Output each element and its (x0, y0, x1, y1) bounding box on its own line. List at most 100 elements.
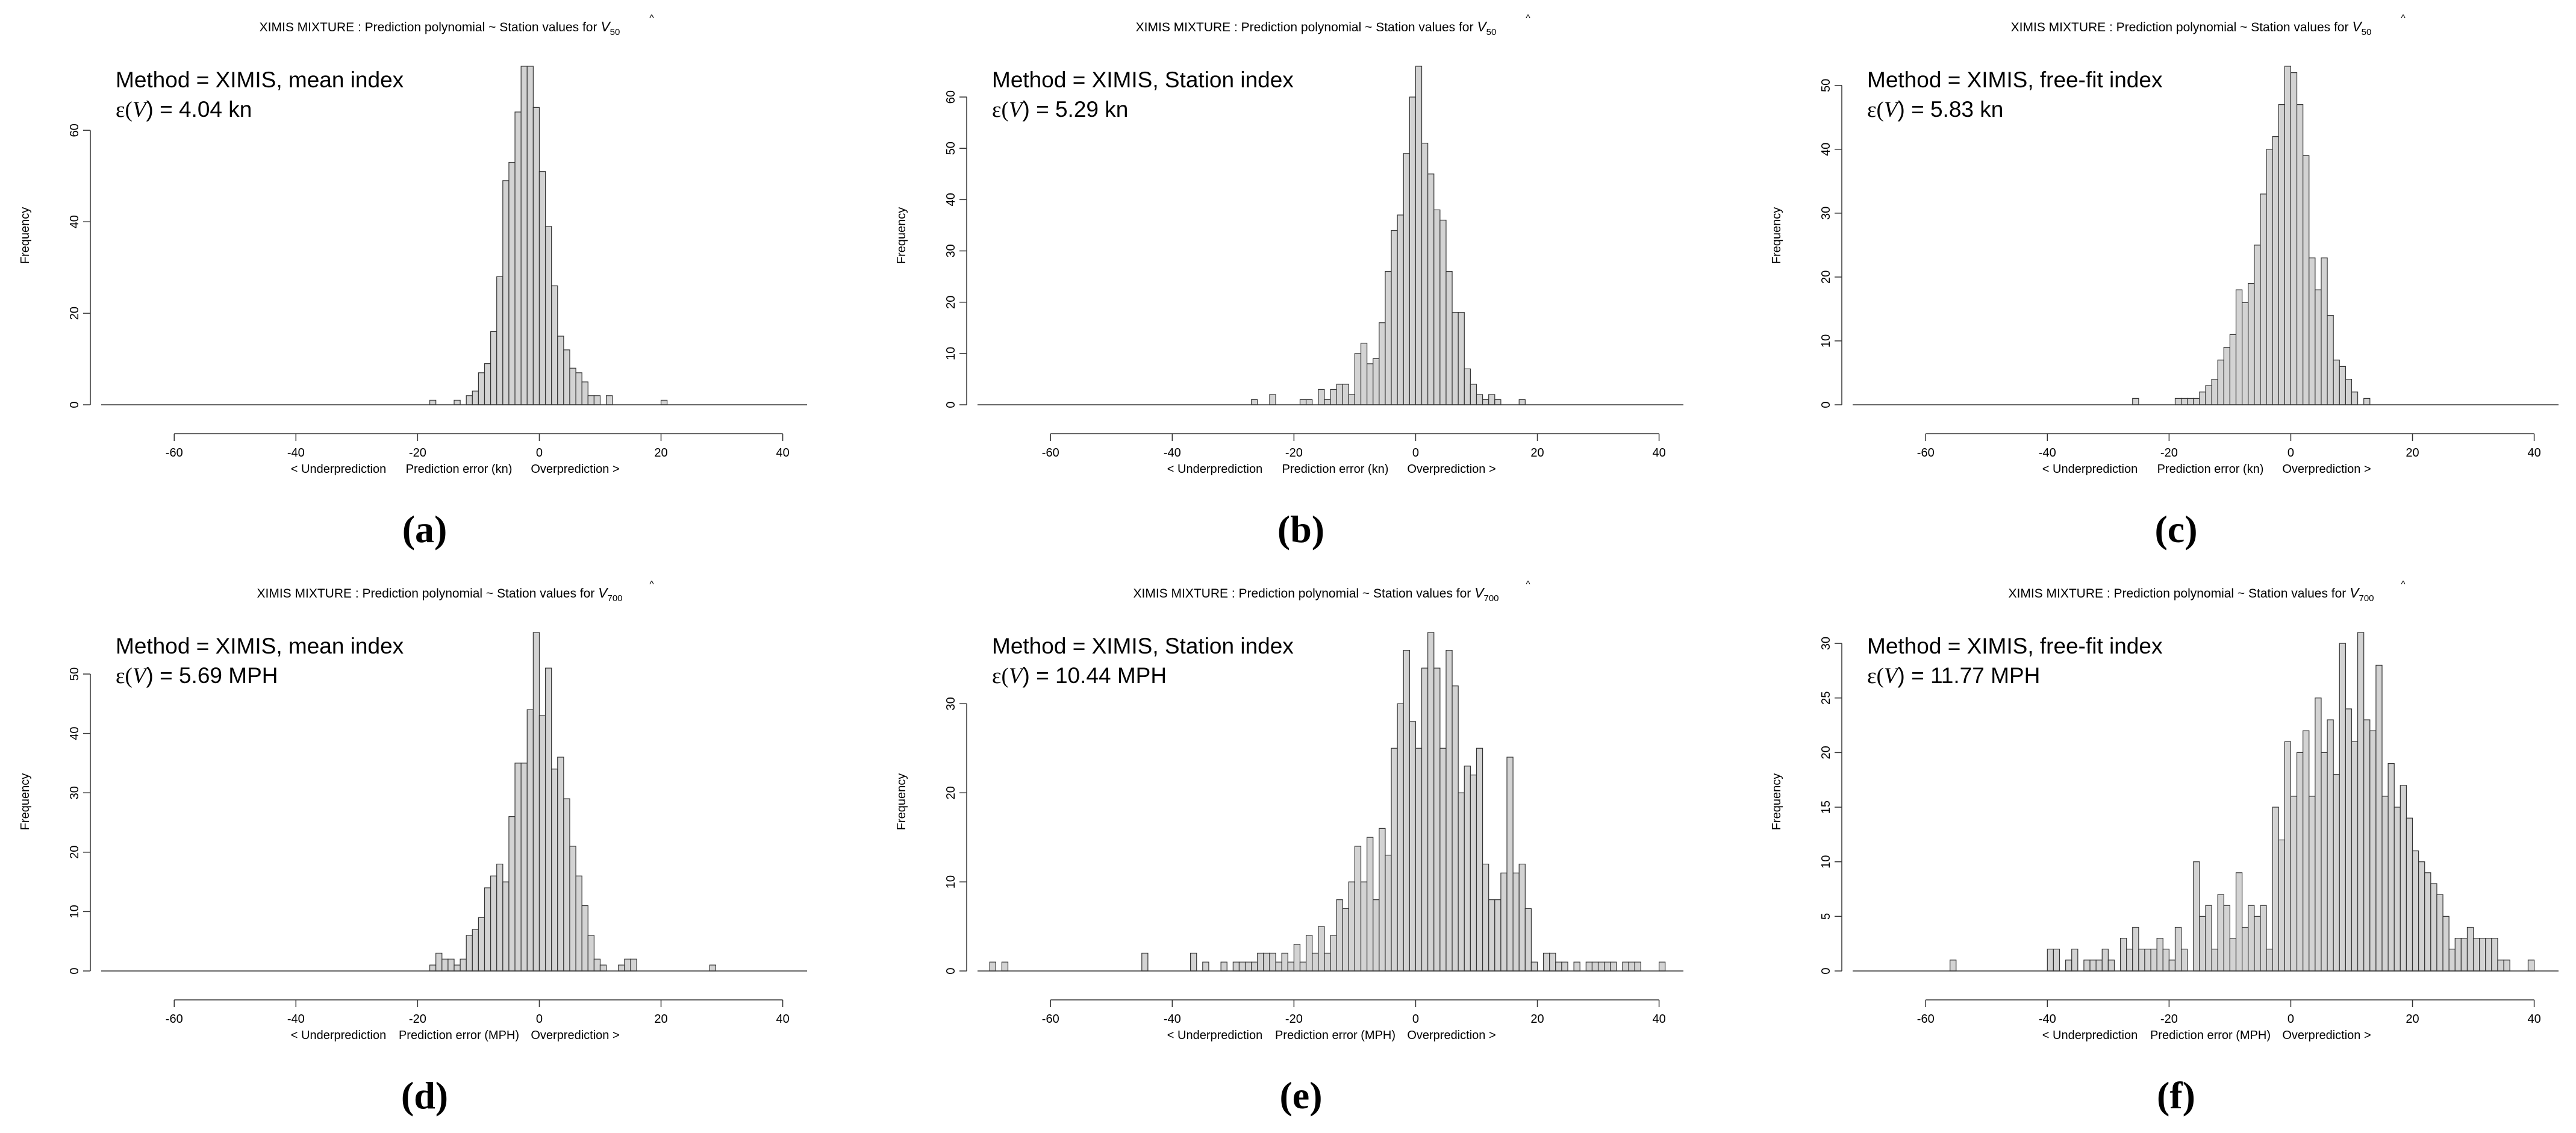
histogram-bar (1950, 960, 1957, 972)
histogram-bar (2235, 289, 2243, 405)
histogram-bar (2394, 807, 2401, 972)
method-annotation: Method = XIMIS, free-fit index (1867, 634, 2163, 658)
histogram-bar (1251, 961, 1258, 972)
y-axis-label: Frequency (19, 773, 32, 831)
histogram-bar (466, 935, 473, 972)
x-tick-label: -40 (1164, 446, 1181, 460)
histogram-bar (2363, 398, 2371, 405)
histogram-bar (1470, 384, 1477, 405)
x-tick-label: 0 (2288, 1013, 2294, 1026)
histogram-bar (1518, 863, 1526, 972)
histogram-bar (2260, 193, 2267, 405)
histogram-bar (581, 381, 588, 405)
histogram-bar (2363, 719, 2371, 972)
title-hat: ^ (1526, 13, 1530, 23)
histogram-bar (2065, 960, 2072, 972)
error-annotation: ε(V) = 4.04 kn (116, 97, 252, 122)
histogram-bar (2290, 796, 2298, 972)
histogram-bar (1427, 173, 1435, 405)
histogram-bar (2466, 926, 2474, 972)
histogram-bar (2442, 916, 2450, 972)
histogram-bar (587, 395, 594, 405)
histogram-bar (2132, 926, 2139, 972)
x-label-underprediction: < Underprediction (1167, 463, 1262, 476)
histogram-bar (441, 958, 449, 972)
x-tick-label: -60 (166, 446, 183, 460)
histogram-bar (1360, 343, 1368, 405)
histogram-panel-f: XIMIS MIXTURE : Prediction polynomial ~ … (1770, 579, 2559, 1117)
x-label-underprediction: < Underprediction (2042, 463, 2138, 476)
histogram-bar (1275, 961, 1282, 972)
y-tick-label: 0 (944, 967, 958, 974)
y-axis-label: Frequency (1770, 773, 1783, 831)
histogram-bar (435, 952, 443, 972)
histogram-bar (2174, 926, 2182, 972)
histogram-bar (2187, 398, 2194, 405)
histogram-bar (2436, 894, 2443, 972)
histogram-bar (1658, 961, 1666, 972)
histogram-bar (1373, 899, 1380, 972)
histogram-bar (2460, 938, 2468, 972)
histogram-bar (1610, 961, 1617, 972)
histogram-bar (2150, 949, 2157, 972)
panel-label: (e) (1279, 1074, 1322, 1117)
x-tick-label: -20 (2160, 1013, 2178, 1026)
histogram-bar (569, 367, 576, 405)
histogram-bar (2180, 949, 2188, 972)
histogram-bar (1458, 312, 1465, 405)
histogram-bar (429, 964, 437, 972)
histogram-bar (2321, 257, 2328, 405)
x-tick-label: 0 (1412, 446, 1419, 460)
x-tick-label: 40 (1652, 446, 1665, 460)
histogram-bar (1512, 872, 1520, 972)
x-tick-label: -20 (409, 446, 426, 460)
x-tick-label: -20 (1285, 1013, 1303, 1026)
histogram-bar (1494, 899, 1502, 972)
x-tick-label: -60 (1042, 446, 1059, 460)
histogram-bar (2333, 774, 2340, 972)
panel-title: XIMIS MIXTURE : Prediction polynomial ~ … (1136, 19, 1497, 37)
histogram-bar (496, 863, 504, 972)
histogram-bar (2101, 949, 2109, 972)
y-tick-label: 30 (944, 244, 958, 257)
y-axis-label: Frequency (895, 773, 908, 831)
x-tick-label: -20 (1285, 446, 1303, 460)
histogram-bar (2357, 632, 2365, 972)
histogram-bar (551, 285, 558, 405)
histogram-bar (2217, 360, 2224, 405)
histogram-bar (2309, 257, 2316, 405)
histogram-bar (1251, 399, 1258, 405)
y-tick-label: 20 (1820, 270, 1833, 284)
x-tick-label: -60 (1917, 446, 1935, 460)
histogram-bar (2107, 960, 2115, 972)
histogram-bar (1628, 961, 1635, 972)
histogram-bar (1385, 271, 1392, 405)
histogram-bar (1385, 855, 1392, 972)
histogram-bar (2168, 960, 2176, 972)
x-tick-label: 20 (1530, 1013, 1544, 1026)
y-tick-label: 20 (944, 296, 958, 309)
y-axis-label: Frequency (19, 207, 32, 264)
histogram-bar (2315, 289, 2322, 405)
histogram-bar (2266, 949, 2273, 972)
histogram-bar (1573, 961, 1580, 972)
histogram-bar (1232, 961, 1240, 972)
x-label-overprediction: Overprediction > (1407, 463, 1495, 476)
histogram-bar (1421, 667, 1429, 972)
x-axis-label: Prediction error (kn) (1282, 463, 1389, 476)
y-tick-label: 40 (1820, 143, 1833, 156)
histogram-bar (2418, 861, 2425, 972)
histogram-bar (2193, 861, 2200, 972)
histogram-bar (1439, 748, 1447, 972)
histogram-bar (1470, 775, 1477, 972)
histogram-bar (618, 964, 625, 972)
histogram-bar (2199, 392, 2206, 405)
panel-title: XIMIS MIXTURE : Prediction polynomial ~ … (2011, 19, 2372, 37)
x-tick-label: 40 (776, 446, 789, 460)
x-tick-label: 20 (654, 1013, 667, 1026)
histogram-bar (1585, 961, 1593, 972)
histogram-bar (490, 875, 497, 972)
x-label-overprediction: Overprediction > (531, 1029, 619, 1042)
histogram-bar (2047, 949, 2054, 972)
histogram-bar (1555, 961, 1562, 972)
